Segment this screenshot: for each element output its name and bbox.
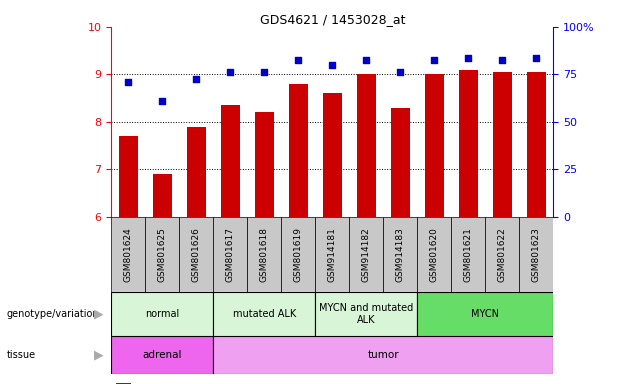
Bar — [213, 217, 247, 292]
Bar — [187, 127, 205, 217]
Bar — [527, 72, 546, 217]
Bar — [289, 84, 308, 217]
Point — [395, 69, 405, 75]
Bar — [179, 217, 213, 292]
Bar — [357, 74, 376, 217]
Bar — [111, 292, 213, 336]
Point — [328, 62, 338, 68]
Bar — [213, 292, 315, 336]
Bar — [459, 70, 478, 217]
Text: GSM801624: GSM801624 — [124, 227, 133, 282]
Bar — [493, 72, 512, 217]
Text: GSM801623: GSM801623 — [532, 227, 541, 282]
Bar — [417, 292, 553, 336]
Text: GSM914181: GSM914181 — [328, 227, 337, 282]
Text: GSM801617: GSM801617 — [226, 227, 235, 282]
Point — [293, 57, 303, 63]
Bar — [485, 217, 520, 292]
Text: GSM914183: GSM914183 — [396, 227, 404, 282]
Point — [157, 98, 167, 104]
Text: ▶: ▶ — [93, 308, 104, 320]
Text: tissue: tissue — [6, 350, 36, 360]
Bar — [323, 93, 342, 217]
Text: GSM801625: GSM801625 — [158, 227, 167, 282]
Bar — [213, 336, 553, 374]
Bar — [153, 174, 172, 217]
Text: GSM801618: GSM801618 — [260, 227, 269, 282]
Point — [191, 76, 202, 82]
Text: GSM801621: GSM801621 — [464, 227, 473, 282]
Bar — [452, 217, 485, 292]
Bar — [281, 217, 315, 292]
Bar — [520, 217, 553, 292]
Text: GSM801622: GSM801622 — [498, 227, 507, 282]
Bar — [425, 74, 444, 217]
Text: normal: normal — [145, 309, 179, 319]
Bar — [349, 217, 384, 292]
Point — [225, 69, 235, 75]
Bar — [417, 217, 452, 292]
Text: tumor: tumor — [368, 350, 399, 360]
Bar — [111, 336, 213, 374]
Bar — [111, 217, 145, 292]
Bar — [116, 383, 131, 384]
Title: GDS4621 / 1453028_at: GDS4621 / 1453028_at — [259, 13, 405, 26]
Text: MYCN: MYCN — [471, 309, 499, 319]
Point — [259, 69, 270, 75]
Point — [361, 57, 371, 63]
Point — [123, 78, 134, 84]
Text: GSM801626: GSM801626 — [192, 227, 201, 282]
Bar — [315, 217, 349, 292]
Text: ▶: ▶ — [93, 349, 104, 362]
Bar — [221, 105, 240, 217]
Text: GSM914182: GSM914182 — [362, 227, 371, 282]
Text: mutated ALK: mutated ALK — [233, 309, 296, 319]
Bar — [384, 217, 417, 292]
Bar — [255, 113, 273, 217]
Point — [429, 57, 439, 63]
Bar — [315, 292, 417, 336]
Text: GSM801619: GSM801619 — [294, 227, 303, 282]
Point — [463, 55, 473, 61]
Text: GSM801620: GSM801620 — [430, 227, 439, 282]
Bar — [145, 217, 179, 292]
Point — [497, 57, 508, 63]
Bar — [391, 108, 410, 217]
Point — [531, 55, 541, 61]
Bar — [247, 217, 281, 292]
Text: adrenal: adrenal — [142, 350, 182, 360]
Text: MYCN and mutated
ALK: MYCN and mutated ALK — [319, 303, 413, 325]
Text: genotype/variation: genotype/variation — [6, 309, 99, 319]
Bar — [119, 136, 137, 217]
